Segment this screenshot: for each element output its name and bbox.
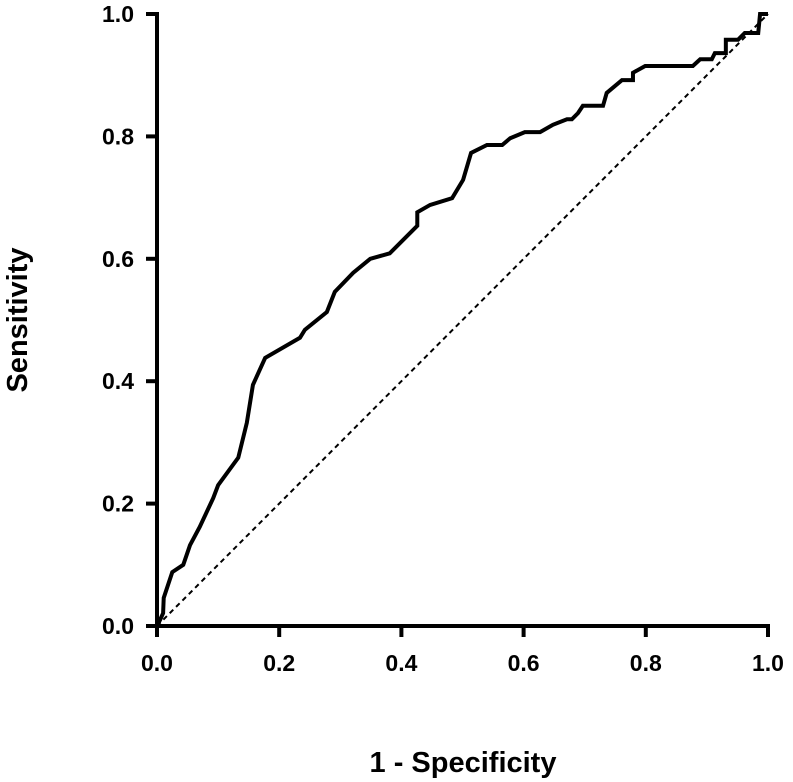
y-tick-label: 1.0 [102,1,134,27]
roc-curve [155,12,768,627]
y-tick-label: 0.0 [102,613,134,639]
reference-line [156,13,769,627]
x-tick-label: 0.6 [508,650,540,676]
x-tick-label: 1.0 [752,650,784,676]
x-tick-label: 0.0 [141,650,173,676]
x-tick-label: 0.8 [630,650,662,676]
y-tick-label: 0.8 [102,123,134,149]
y-tick-label: 0.4 [102,368,134,394]
y-tick-label: 0.6 [102,246,134,272]
x-axis-title: 1 - Specificity [370,747,557,779]
x-tick-label: 0.2 [263,650,295,676]
x-tick-label: 0.4 [385,650,417,676]
y-tick-label: 0.2 [102,491,134,517]
y-axis-title: Sensitivity [2,247,34,392]
